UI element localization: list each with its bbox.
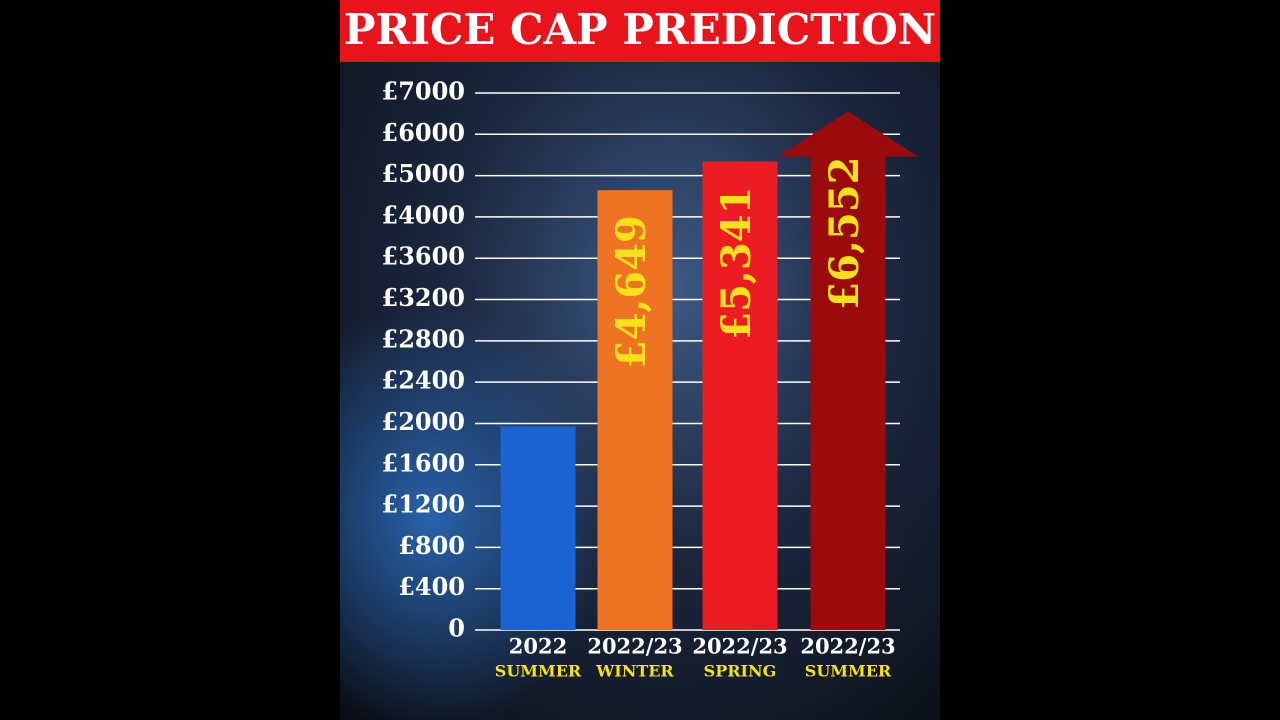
value-label: £4,649 (608, 215, 655, 368)
y-tick-label: £7000 (382, 77, 466, 106)
arrow-bar (778, 111, 918, 630)
y-tick-label: £800 (398, 531, 465, 560)
x-tick-sublabel: WINTER (595, 662, 674, 681)
x-tick-sublabel: SUMMER (805, 662, 892, 681)
x-tick-label: 2022 (509, 634, 567, 659)
value-label: £5,341 (713, 187, 760, 340)
chart-title: PRICE CAP PREDICTION (344, 5, 936, 54)
y-tick-label: £1200 (382, 490, 466, 519)
x-tick-sublabel: SPRING (704, 662, 777, 681)
title-banner (340, 0, 940, 62)
y-tick-label: £2400 (382, 366, 466, 395)
y-tick-label: £2800 (382, 324, 466, 353)
bar (500, 426, 576, 630)
bar (702, 161, 778, 630)
x-tick-label: 2022/23 (692, 634, 787, 659)
x-tick-label: 2022/23 (800, 634, 895, 659)
y-tick-label: £5000 (382, 159, 466, 188)
y-tick-label: £4000 (382, 200, 466, 229)
y-tick-label: £6000 (382, 118, 466, 147)
y-tick-label: 0 (448, 614, 465, 643)
x-tick-label: 2022/23 (587, 634, 682, 659)
y-tick-label: £400 (398, 572, 465, 601)
y-tick-label: £3200 (382, 283, 466, 312)
bar (597, 190, 673, 630)
x-tick-sublabel: SUMMER (495, 662, 582, 681)
plot: 0 £400 £800 £1200 £1600 £2000 £2400 £2800 £3200 £… (382, 77, 918, 681)
value-label: £6,552 (821, 157, 868, 310)
y-tick-label: £3600 (382, 242, 466, 271)
y-tick-label: £1600 (382, 448, 466, 477)
y-tick-label: £2000 (382, 407, 466, 436)
